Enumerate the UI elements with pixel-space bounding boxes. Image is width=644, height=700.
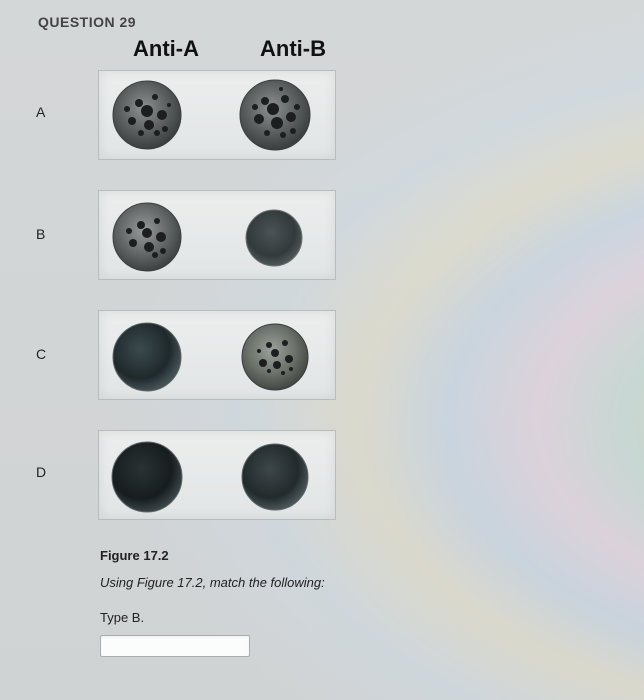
slide-row-b — [98, 190, 336, 280]
row-label-d: D — [36, 464, 46, 480]
row-label-a: A — [36, 104, 45, 120]
spot-b-anti-a-agglutinated — [107, 195, 187, 275]
figure-instruction: Using Figure 17.2, match the following: — [100, 575, 450, 590]
question-prompt: Type B. — [100, 610, 450, 625]
slide-row-d — [98, 430, 336, 520]
spot-c-anti-b-agglutinated — [235, 315, 315, 395]
question-number: QUESTION 29 — [38, 14, 644, 30]
slide-row-c — [98, 310, 336, 400]
spot-b-anti-b-smooth — [241, 205, 311, 275]
spot-c-anti-a-smooth — [107, 315, 187, 395]
spot-d-anti-a-smooth — [107, 435, 187, 515]
spot-a-anti-b-agglutinated — [235, 75, 315, 155]
column-header-anti-a: Anti-A — [133, 36, 199, 62]
spot-d-anti-b-smooth — [235, 437, 315, 517]
answer-input[interactable] — [100, 635, 250, 657]
row-label-c: C — [36, 346, 46, 362]
figure-caption: Figure 17.2 — [100, 548, 450, 563]
slide-row-a — [98, 70, 336, 160]
figure-text-block: Figure 17.2 Using Figure 17.2, match the… — [100, 548, 450, 657]
column-header-anti-b: Anti-B — [260, 36, 326, 62]
spot-a-anti-a-agglutinated — [107, 75, 187, 155]
column-headers: Anti-A Anti-B — [38, 36, 644, 70]
row-label-b: B — [36, 226, 45, 242]
